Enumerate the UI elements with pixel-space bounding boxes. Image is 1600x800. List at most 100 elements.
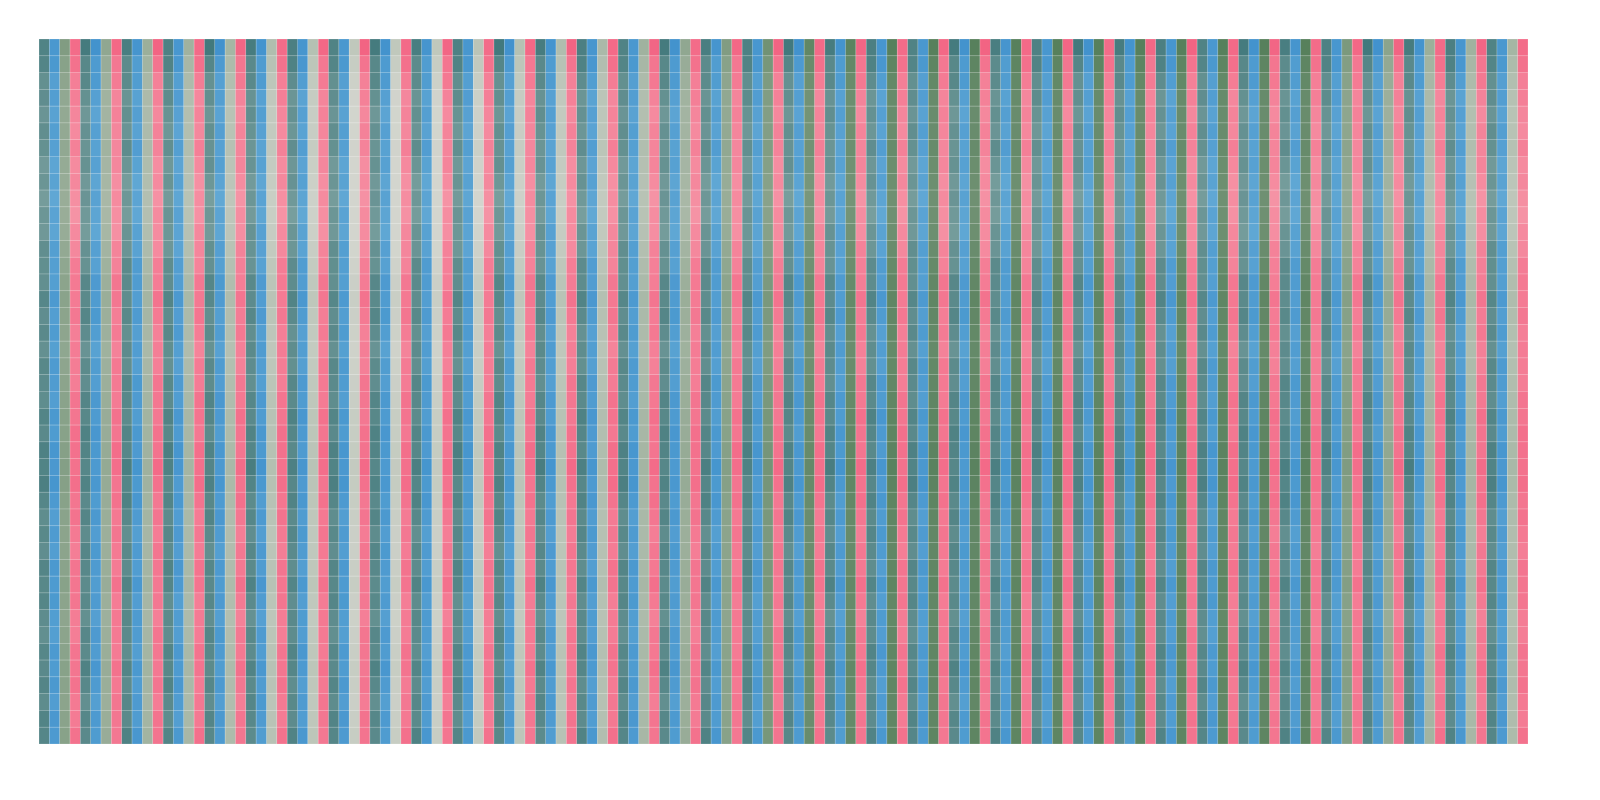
- heatmap-cell: [1258, 240, 1270, 258]
- heatmap-cell: [328, 458, 340, 476]
- heatmap-cell: [886, 609, 898, 627]
- heatmap-cell: [173, 122, 185, 141]
- heatmap-cell: [80, 626, 92, 644]
- heatmap-cell: [1083, 475, 1095, 493]
- heatmap-cell: [493, 122, 505, 141]
- heatmap-cell: [710, 559, 722, 577]
- heatmap-cell: [369, 626, 381, 644]
- heatmap-cell: [121, 491, 133, 510]
- heatmap-cell: [783, 491, 795, 510]
- heatmap-cell: [1010, 139, 1022, 157]
- heatmap-cell: [1176, 458, 1188, 476]
- heatmap-cell: [896, 139, 908, 157]
- heatmap-cell: [855, 223, 867, 241]
- heatmap-cell: [1052, 72, 1063, 90]
- heatmap-cell: [328, 441, 340, 459]
- heatmap-cell: [1041, 475, 1053, 493]
- heatmap-cell: [276, 391, 288, 409]
- heatmap-cell: [938, 89, 950, 107]
- heatmap-cell: [100, 710, 112, 728]
- heatmap-cell: [617, 559, 629, 577]
- heatmap-cell: [555, 642, 567, 661]
- heatmap-cell: [255, 273, 267, 292]
- heatmap-cell: [462, 642, 474, 661]
- heatmap-cell: [896, 89, 908, 107]
- heatmap-cell: [493, 156, 505, 174]
- heatmap-cell: [545, 676, 557, 694]
- heatmap-cell: [1227, 357, 1239, 376]
- heatmap-cell: [348, 55, 360, 73]
- heatmap-cell: [59, 626, 71, 644]
- heatmap-cell: [121, 391, 133, 409]
- heatmap-cell: [752, 223, 764, 241]
- heatmap-cell: [162, 105, 174, 124]
- heatmap-cell: [1165, 72, 1177, 90]
- heatmap-cell: [317, 206, 329, 224]
- heatmap-cell: [255, 710, 267, 728]
- heatmap-cell: [1207, 307, 1219, 325]
- heatmap-cell: [276, 491, 288, 510]
- heatmap-cell: [1176, 626, 1188, 644]
- heatmap-cell: [431, 441, 443, 459]
- heatmap-cell: [535, 491, 546, 510]
- heatmap-cell: [917, 139, 929, 157]
- heatmap-cell: [235, 324, 247, 342]
- heatmap-cell: [690, 491, 702, 510]
- heatmap-cell: [514, 290, 526, 308]
- heatmap-cell: [1165, 609, 1177, 627]
- heatmap-cell: [803, 324, 815, 342]
- heatmap-cell: [1010, 105, 1022, 124]
- heatmap-cell: [958, 424, 970, 443]
- heatmap-cell: [276, 122, 288, 141]
- heatmap-cell: [400, 391, 412, 409]
- heatmap-cell: [896, 340, 908, 359]
- heatmap-cell: [648, 475, 660, 493]
- heatmap-cell: [1103, 458, 1115, 476]
- heatmap-cell: [1165, 642, 1177, 661]
- heatmap-cell: [638, 105, 650, 124]
- heatmap-cell: [1052, 575, 1063, 594]
- heatmap-cell: [452, 441, 464, 459]
- heatmap-cell: [710, 240, 722, 258]
- heatmap-cell: [1072, 710, 1084, 728]
- heatmap-cell: [927, 491, 939, 510]
- heatmap-cell: [865, 256, 877, 275]
- heatmap-cell: [648, 458, 660, 476]
- heatmap-cell: [917, 290, 929, 308]
- heatmap-cell: [462, 206, 474, 224]
- heatmap-cell: [679, 273, 691, 292]
- heatmap-cell: [938, 676, 950, 694]
- heatmap-cell: [783, 508, 795, 527]
- heatmap-cell: [917, 206, 929, 224]
- heatmap-cell: [390, 256, 402, 275]
- heatmap-cell: [979, 340, 991, 359]
- heatmap-cell: [348, 206, 360, 224]
- heatmap-cell: [1041, 307, 1053, 325]
- heatmap-cell: [1258, 559, 1270, 577]
- heatmap-cell: [1041, 357, 1053, 376]
- heatmap-cell: [162, 55, 174, 73]
- heatmap-cell: [990, 206, 1001, 224]
- heatmap-cell: [1145, 290, 1157, 308]
- heatmap-cell: [214, 290, 226, 308]
- heatmap-cell: [555, 172, 567, 191]
- heatmap-cell: [979, 357, 991, 376]
- heatmap-cell: [628, 240, 640, 258]
- heatmap-cell: [979, 525, 991, 543]
- heatmap-cell: [938, 156, 950, 174]
- heatmap-cell: [907, 542, 919, 560]
- heatmap-cell: [1021, 156, 1032, 174]
- heatmap-cell: [648, 609, 660, 627]
- heatmap-cell: [452, 357, 464, 376]
- heatmap-cell: [100, 55, 112, 73]
- heatmap-cell: [783, 391, 795, 409]
- heatmap-cell: [1258, 206, 1270, 224]
- heatmap-cell: [369, 676, 381, 694]
- heatmap-cell: [1196, 475, 1208, 493]
- heatmap-cell: [245, 223, 257, 241]
- heatmap-cell: [493, 441, 505, 459]
- heatmap-cell: [59, 525, 71, 543]
- heatmap-cell: [979, 391, 991, 409]
- heatmap-cell: [369, 659, 381, 678]
- heatmap-cell: [90, 273, 102, 292]
